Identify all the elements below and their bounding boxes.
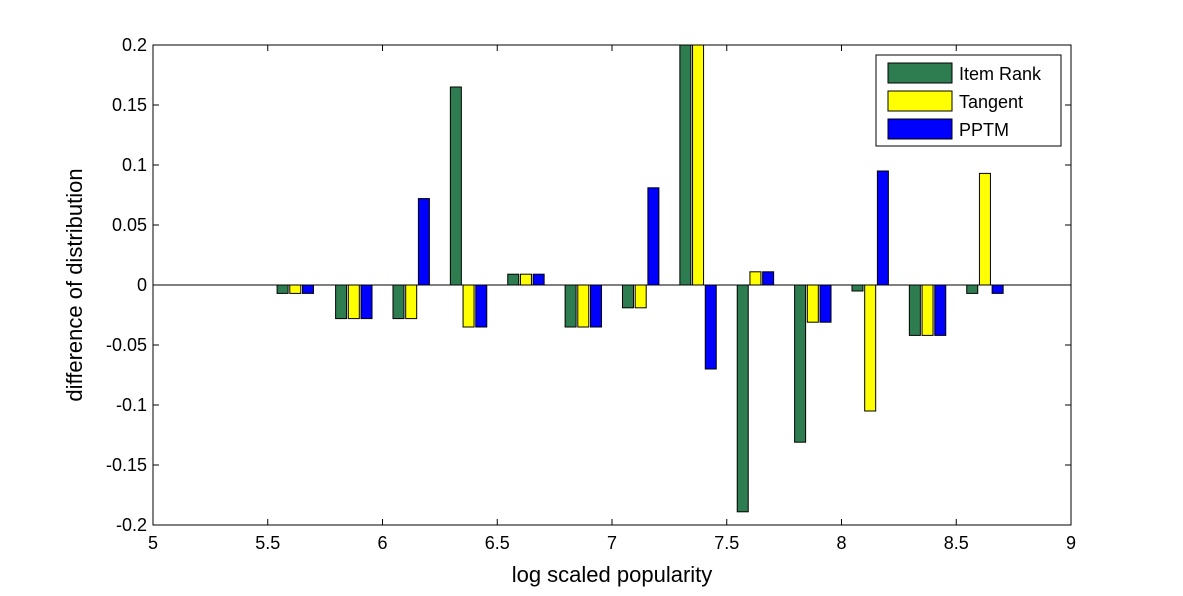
x-tick-label: 8.5 xyxy=(944,533,969,553)
x-tick-label: 5 xyxy=(148,533,158,553)
bar-pptm-11 xyxy=(934,284,947,336)
bar-pptm-10 xyxy=(876,170,889,286)
x-tick-label: 6 xyxy=(377,533,387,553)
bar-item-rank-0 xyxy=(276,284,289,294)
x-tick-label: 5.5 xyxy=(255,533,280,553)
bar-tangent-9 xyxy=(806,284,819,323)
legend-label-pptm: PPTM xyxy=(959,120,1009,140)
bar-item-rank-2 xyxy=(392,284,405,320)
bar-pptm-6 xyxy=(647,187,660,286)
y-tick-label: 0 xyxy=(137,275,147,295)
bar-pptm-12 xyxy=(991,284,1004,294)
y-tick-label: 0.1 xyxy=(122,155,147,175)
bar-pptm-3 xyxy=(475,284,488,328)
y-tick-label: -0.1 xyxy=(116,395,147,415)
bar-pptm-0 xyxy=(301,284,314,294)
legend: Item Rank Tangent PPTM xyxy=(875,54,1062,147)
bar-pptm-5 xyxy=(590,284,603,328)
bar-item-rank-3 xyxy=(449,86,462,286)
bar-item-rank-11 xyxy=(908,284,921,336)
bar-pptm-4 xyxy=(532,273,545,286)
y-tick-label: -0.2 xyxy=(116,515,147,535)
bar-item-rank-9 xyxy=(794,284,807,443)
bar-pptm-7 xyxy=(704,284,717,370)
bar-tangent-10 xyxy=(864,284,877,412)
bar-tangent-3 xyxy=(462,284,475,328)
bar-pptm-2 xyxy=(417,198,430,286)
y-axis-ticks: -0.2 -0.15 -0.1 -0.05 0 0.05 0.1 0.15 0.2 xyxy=(106,35,1071,535)
y-tick-label: 0.2 xyxy=(122,35,147,55)
y-tick-label: 0.05 xyxy=(112,215,147,235)
bar-pptm-1 xyxy=(360,284,373,320)
y-axis-label: difference of distribution xyxy=(62,168,87,401)
x-tick-label: 9 xyxy=(1066,533,1076,553)
bar-tangent-11 xyxy=(921,284,934,336)
legend-label-item-rank: Item Rank xyxy=(959,64,1042,84)
bar-tangent-6 xyxy=(634,284,647,309)
bar-item-rank-7 xyxy=(679,44,692,286)
bar-pptm-9 xyxy=(819,284,832,323)
bars-layer xyxy=(276,44,1004,513)
bar-item-rank-12 xyxy=(966,284,979,294)
bar-item-rank-1 xyxy=(335,284,348,320)
bar-tangent-4 xyxy=(519,273,532,286)
bar-tangent-1 xyxy=(347,284,360,320)
bar-pptm-8 xyxy=(762,271,775,286)
bar-item-rank-4 xyxy=(507,273,520,286)
legend-swatch-item-rank xyxy=(887,62,953,84)
bar-tangent-0 xyxy=(289,284,302,294)
bar-tangent-2 xyxy=(405,284,418,320)
legend-swatch-pptm xyxy=(887,118,953,140)
x-axis-label: log scaled popularity xyxy=(512,562,713,587)
bar-item-rank-5 xyxy=(564,284,577,328)
y-tick-label: -0.05 xyxy=(106,335,147,355)
y-tick-label: -0.15 xyxy=(106,455,147,475)
x-tick-label: 8 xyxy=(836,533,846,553)
x-tick-label: 7.5 xyxy=(714,533,739,553)
bar-tangent-12 xyxy=(978,172,991,286)
y-tick-label: 0.15 xyxy=(112,95,147,115)
x-tick-label: 6.5 xyxy=(485,533,510,553)
legend-swatch-tangent xyxy=(887,90,953,112)
bar-item-rank-8 xyxy=(736,284,749,513)
x-axis-ticks: 5 5.5 6 6.5 7 7.5 8 8.5 9 xyxy=(148,45,1076,553)
x-tick-label: 7 xyxy=(607,533,617,553)
bar-item-rank-10 xyxy=(851,284,864,292)
bar-tangent-8 xyxy=(749,271,762,286)
bar-item-rank-6 xyxy=(621,284,634,309)
bar-tangent-7 xyxy=(692,44,705,286)
bar-tangent-5 xyxy=(577,284,590,328)
legend-label-tangent: Tangent xyxy=(959,92,1023,112)
